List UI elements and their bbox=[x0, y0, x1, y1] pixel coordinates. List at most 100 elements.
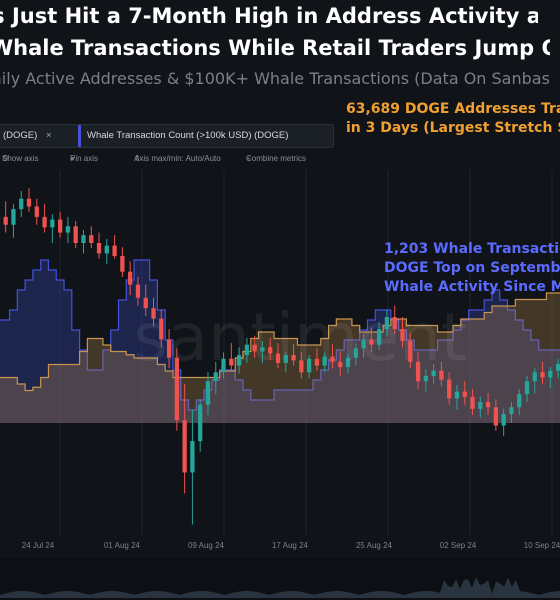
price-candle bbox=[314, 348, 320, 371]
candle-body bbox=[190, 441, 195, 473]
price-candle bbox=[26, 188, 32, 212]
metric-chip-whale-transactions[interactable]: Whale Transaction Count (>100k USD) (DOG… bbox=[78, 124, 334, 148]
candle-body bbox=[128, 271, 133, 285]
price-candle bbox=[50, 214, 55, 243]
candle-body bbox=[384, 317, 390, 330]
candle-body bbox=[454, 391, 460, 399]
volume-strip-area bbox=[0, 577, 560, 598]
candle-body bbox=[501, 414, 506, 426]
candle-body bbox=[260, 347, 265, 352]
price-candle bbox=[439, 361, 444, 387]
price-candle bbox=[470, 389, 475, 416]
price-candle bbox=[501, 408, 506, 436]
x-axis: 24 Jul 24 01 Aug 24 09 Aug 24 17 Aug 24 25 A… bbox=[22, 541, 560, 550]
candle-body bbox=[73, 226, 78, 243]
price-candle bbox=[447, 372, 452, 405]
candle-body bbox=[244, 344, 250, 356]
price-candle bbox=[190, 409, 195, 525]
candle-body bbox=[509, 407, 514, 415]
price-candle bbox=[260, 341, 265, 363]
x-axis-tick-label: 09 Aug 24 bbox=[188, 541, 225, 550]
metric-chip-label: Whale Transaction Count (>100k USD) (DOG… bbox=[87, 130, 289, 141]
price-candle bbox=[408, 332, 413, 369]
x-axis-tick-label: 17 Aug 24 bbox=[272, 541, 309, 550]
candle-body bbox=[50, 219, 55, 228]
candle-body bbox=[306, 358, 312, 373]
price-candle bbox=[462, 381, 467, 405]
annotation-whales-line-2: DOGE Top on Septemb bbox=[384, 260, 560, 276]
candle-body bbox=[96, 243, 102, 254]
candle-body bbox=[159, 318, 164, 340]
price-candle bbox=[338, 351, 343, 376]
annotation-whales: 1,203 Whale Transactio DOGE Top on Septe… bbox=[384, 240, 560, 297]
candle-body bbox=[205, 381, 211, 405]
candle-body bbox=[345, 357, 351, 368]
candle-body bbox=[540, 372, 545, 378]
candle-body bbox=[470, 396, 475, 409]
plus-icon: + bbox=[246, 154, 251, 163]
axis-minmax-label: Axis max/min: Auto/Auto bbox=[134, 154, 221, 163]
metric-chip-price[interactable]: (DOGE) × bbox=[0, 124, 82, 148]
price-candle bbox=[96, 232, 102, 259]
candle-body bbox=[493, 407, 499, 426]
annotation-addresses: 63,689 DOGE Addresses Tra in 3 Days (Lar… bbox=[346, 100, 560, 138]
close-icon[interactable]: × bbox=[45, 130, 52, 141]
candle-body bbox=[478, 402, 483, 409]
price-candle bbox=[34, 198, 39, 225]
price-candle bbox=[485, 393, 491, 416]
candle-body bbox=[143, 297, 148, 309]
candle-body bbox=[221, 358, 226, 373]
candle-body bbox=[361, 339, 366, 349]
active-addresses-series-line bbox=[0, 292, 560, 392]
pin-icon: ● bbox=[70, 154, 75, 163]
volume-strip bbox=[0, 558, 560, 600]
candle-body bbox=[135, 284, 141, 298]
price-candle bbox=[275, 343, 281, 369]
annotation-addresses-line-2: in 3 Days (Largest Stretch Si bbox=[346, 120, 560, 136]
headline-line-1: as Just Hit a 7-Month High in Address Ac… bbox=[0, 4, 538, 28]
price-candle bbox=[493, 399, 499, 431]
candle-body bbox=[283, 355, 288, 363]
price-candle bbox=[423, 369, 428, 392]
candle-body bbox=[104, 245, 109, 254]
candle-body bbox=[213, 372, 218, 382]
candle-body bbox=[252, 344, 257, 352]
candle-body bbox=[299, 360, 304, 373]
candle-body bbox=[42, 216, 47, 228]
show-axis-label: Show axis bbox=[2, 154, 39, 163]
candle-body bbox=[291, 355, 296, 361]
candle-body bbox=[112, 245, 117, 257]
candle-body bbox=[65, 226, 71, 233]
candle-body bbox=[532, 372, 537, 382]
chart-subtitle: aily Active Addresses & $100K+ Whale Tra… bbox=[0, 69, 550, 88]
candle-body bbox=[151, 308, 156, 319]
candle-body bbox=[431, 370, 436, 376]
annotation-whales-line-1: 1,203 Whale Transactio bbox=[384, 241, 560, 257]
candle-body bbox=[26, 198, 32, 207]
price-candle bbox=[11, 203, 16, 238]
candle-body bbox=[369, 339, 374, 345]
price-candle bbox=[478, 396, 483, 418]
price-candle bbox=[120, 247, 125, 277]
price-candle bbox=[135, 276, 141, 306]
price-candle bbox=[532, 368, 537, 394]
price-candle bbox=[65, 216, 71, 243]
candle-body bbox=[3, 216, 8, 225]
price-candle bbox=[198, 399, 203, 452]
metric-chip-label: (DOGE) bbox=[3, 130, 38, 141]
price-candle bbox=[415, 352, 421, 389]
x-axis-tick-label: 25 Aug 24 bbox=[356, 541, 393, 550]
candle-body bbox=[198, 404, 203, 442]
price-candle bbox=[236, 347, 242, 374]
price-candle bbox=[517, 389, 522, 416]
candle-body bbox=[166, 339, 172, 358]
price-candle bbox=[252, 335, 257, 358]
price-candle bbox=[291, 344, 296, 366]
settings-icon: ⚙ bbox=[2, 154, 10, 163]
price-candle bbox=[524, 375, 530, 403]
candle-body bbox=[462, 391, 467, 397]
candle-body bbox=[408, 341, 413, 362]
candle-body bbox=[377, 329, 382, 345]
annotation-whales-line-3: Whale Activity Since M bbox=[384, 279, 560, 295]
